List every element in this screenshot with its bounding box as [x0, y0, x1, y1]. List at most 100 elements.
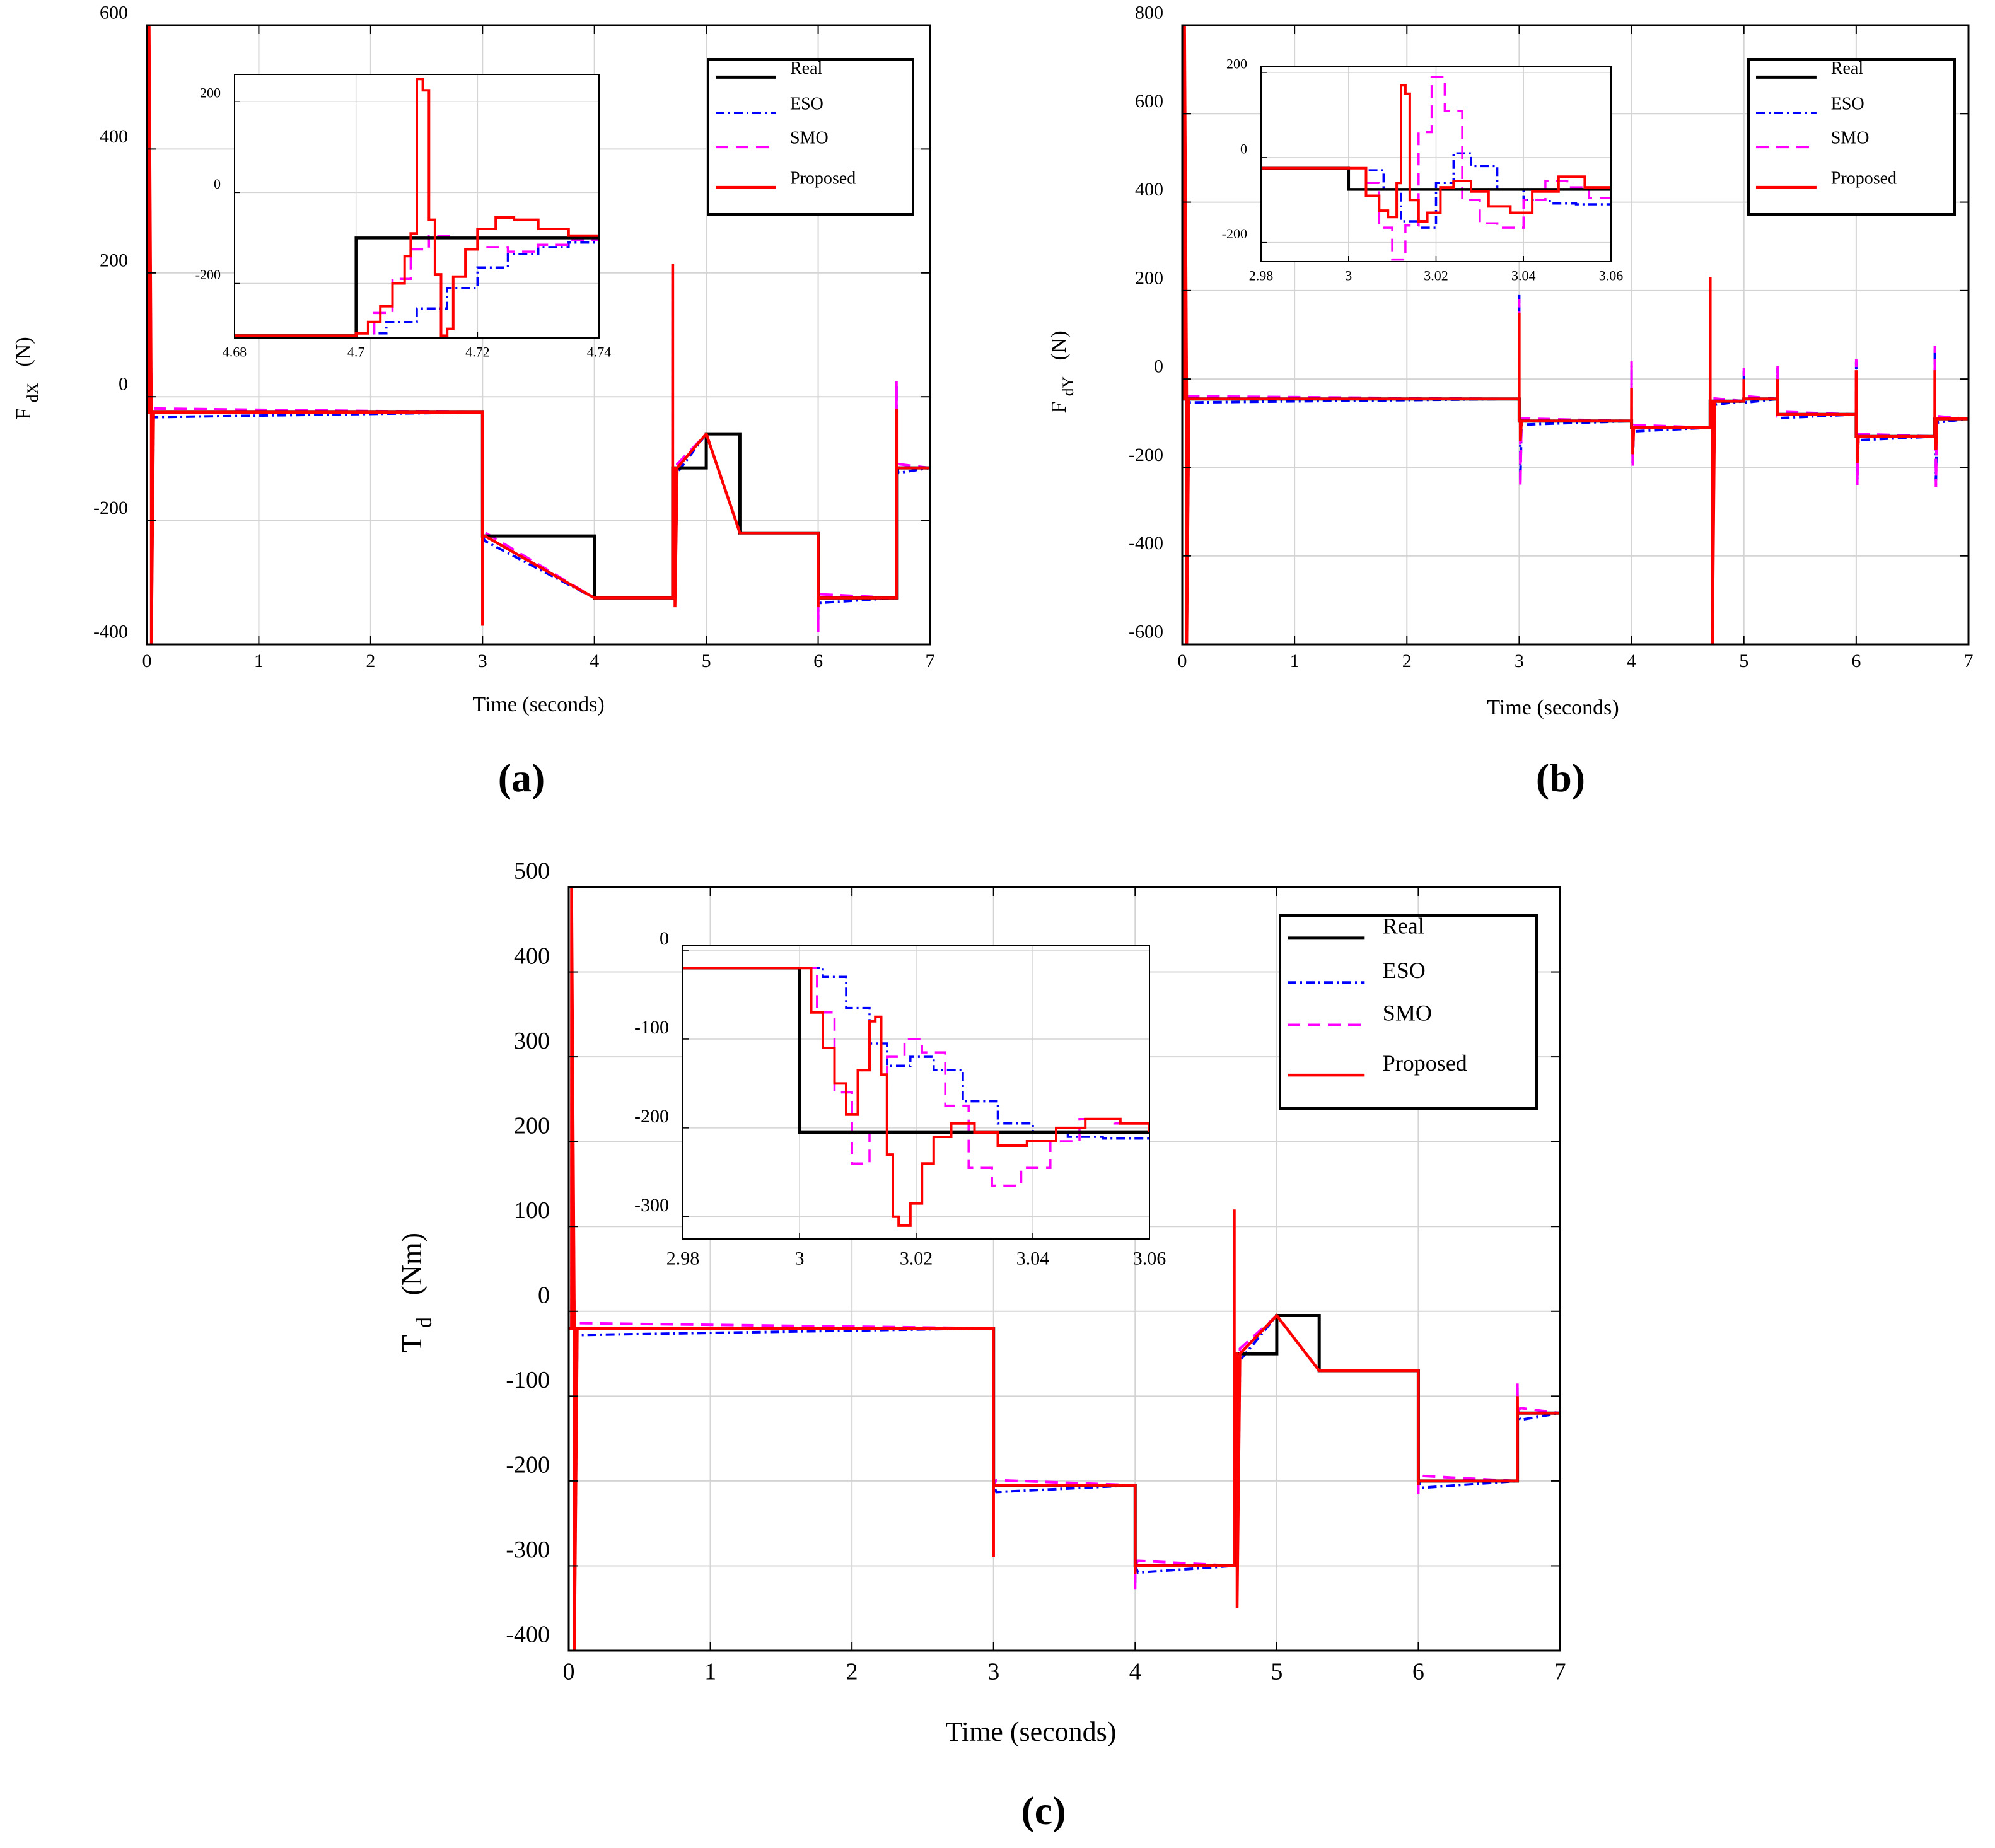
legend-label-proposed: Proposed: [1383, 1050, 1467, 1076]
inset-x-tick-label: 4.7: [347, 344, 365, 360]
legend-label-real: Real: [1831, 59, 1864, 78]
y-tick-label: 200: [514, 1112, 550, 1139]
y-tick-label: -200: [1129, 445, 1163, 465]
y-axis-label: F dY (N): [1047, 330, 1078, 413]
inset-frame: [234, 74, 600, 339]
y-tick-label: -100: [506, 1367, 550, 1393]
series-line-proposed: [147, 25, 930, 644]
x-tick-label: 6: [1412, 1659, 1424, 1685]
inset-zoom: 2.98 3 3.02 3.04 3.06 -200 0 200: [1222, 56, 1624, 284]
legend-label-smo: SMO: [1383, 1000, 1432, 1025]
inset-x-tick-label: 3: [1345, 268, 1352, 284]
y-tick-label: 500: [514, 858, 550, 885]
y-label-unit: (N): [1047, 330, 1071, 360]
inset-x-tick-label: 3: [795, 1248, 805, 1269]
legend-label-eso: ESO: [790, 94, 823, 113]
y-tick-label: 400: [1135, 179, 1163, 200]
y-tick-label: -400: [506, 1622, 550, 1648]
inset-zoom: 2.98 3 3.02 3.04 3.06 0 -100 -200 -300: [634, 928, 1166, 1269]
y-label-unit: (Nm): [395, 1233, 428, 1296]
y-tick-label: -600: [1129, 622, 1163, 642]
y-label-main: F: [1047, 402, 1071, 414]
x-tick-label: 0: [142, 651, 152, 671]
inset-series-line-eso: [235, 241, 599, 337]
series-line-proposed: [1182, 25, 1969, 644]
inset-y-tick-label: -100: [634, 1017, 669, 1038]
y-tick-label: 400: [514, 943, 550, 969]
y-tick-label: -300: [506, 1537, 550, 1563]
axes-frame: [567, 886, 1561, 1652]
inset-frame: [1260, 66, 1612, 262]
y-tick-label: 0: [538, 1282, 550, 1308]
x-tick-label: 0: [563, 1659, 575, 1685]
axis-ticks: 0 1 2 3 4 5 6 7 -400 -300 -200 -100 0 100 200 300 400 500: [506, 858, 1566, 1685]
x-tick-label: 7: [1964, 651, 1974, 671]
series-line-proposed: [569, 887, 1560, 1651]
x-tick-label: 3: [1515, 651, 1524, 671]
y-tick-label: 0: [1154, 356, 1163, 377]
x-tick-label: 2: [1402, 651, 1412, 671]
inset-x-tick-label: 2.98: [666, 1248, 700, 1269]
y-label-subscript: d: [412, 1317, 436, 1328]
inset-y-tick-label: 200: [1226, 56, 1247, 72]
inset-y-tick-label: -200: [195, 267, 221, 282]
inset-x-tick-label: 4.68: [223, 344, 247, 360]
x-tick-label: 3: [478, 651, 487, 671]
inset-series-line-smo: [1261, 76, 1611, 261]
inset-x-tick-label: 4.74: [587, 344, 612, 360]
x-axis-label: Time (seconds): [946, 1716, 1117, 1747]
inset-x-tick-label: 2.98: [1249, 268, 1274, 284]
x-tick-label: 7: [926, 651, 935, 671]
y-tick-label: 200: [100, 250, 128, 270]
y-tick-label: 400: [100, 126, 128, 147]
inset-x-tick-label: 3.04: [1016, 1248, 1050, 1269]
x-axis-label: Time (seconds): [472, 693, 604, 716]
panel-label-c: (c): [1021, 1788, 1066, 1833]
inset-x-tick-label: 3.06: [1599, 268, 1624, 284]
x-tick-label: 2: [846, 1659, 858, 1685]
x-tick-label: 0: [1178, 651, 1187, 671]
x-tick-label: 1: [1290, 651, 1300, 671]
y-tick-label: 300: [514, 1028, 550, 1054]
y-label-main: F: [12, 408, 35, 420]
legend-label-real: Real: [790, 59, 823, 78]
inset-y-tick-label: -200: [1222, 226, 1247, 241]
series-line-real: [569, 1314, 1560, 1567]
y-tick-label: -200: [506, 1452, 550, 1479]
y-tick-label: 600: [100, 3, 128, 23]
axis-ticks: 0 1 2 3 4 5 6 7 -600 -400 -200 0 200 400 600 800: [1129, 3, 1974, 672]
x-tick-label: 4: [590, 651, 599, 671]
x-tick-label: 4: [1129, 1659, 1141, 1685]
chart-panel-c: 0 1 2 3 4 5 6 7 -400 -300 -200 -100 0 100 200 300 400 500…: [395, 858, 1566, 1833]
inset-y-tick-label: -200: [634, 1106, 669, 1127]
legend-label-eso: ESO: [1831, 94, 1864, 113]
x-tick-label: 6: [813, 651, 823, 671]
inset-y-tick-label: -300: [634, 1195, 669, 1216]
y-tick-label: -400: [1129, 533, 1163, 554]
x-tick-label: 1: [254, 651, 264, 671]
chart-panel-b: 0 1 2 3 4 5 6 7 -600 -400 -200 0 200 400 600 800 2.98 3 3…: [1047, 3, 1974, 801]
x-tick-label: 5: [1739, 651, 1748, 671]
panel-label-b: (b): [1536, 755, 1585, 800]
y-tick-label: 100: [514, 1197, 550, 1224]
x-tick-label: 7: [1554, 1659, 1566, 1685]
legend-label-smo: SMO: [790, 129, 829, 148]
inset-x-tick-label: 3.02: [900, 1248, 933, 1269]
series-line-real: [147, 410, 930, 600]
y-tick-label: 600: [1135, 91, 1163, 112]
legend: Real ESO SMO Proposed: [1279, 914, 1538, 1110]
inset-series-line-proposed: [235, 78, 599, 337]
legend: Real ESO SMO Proposed: [1747, 58, 1956, 216]
inset-zoom: 4.68 4.7 4.72 4.74 -200 0 200: [195, 74, 612, 360]
inset-y-tick-label: 0: [660, 928, 669, 949]
axis-ticks: 0 1 2 3 4 5 6 7 -400 -200 0 200 400 600: [93, 3, 935, 672]
y-axis-label: F dX (N): [12, 337, 43, 419]
inset-x-tick-label: 3.02: [1424, 268, 1448, 284]
inset-x-tick-label: 3.06: [1133, 1248, 1166, 1269]
legend-label-eso: ESO: [1383, 958, 1426, 983]
inset-x-tick-label: 4.72: [465, 344, 490, 360]
plot-lines: [569, 887, 1560, 1651]
y-axis-label: T d (Nm): [395, 1233, 438, 1352]
